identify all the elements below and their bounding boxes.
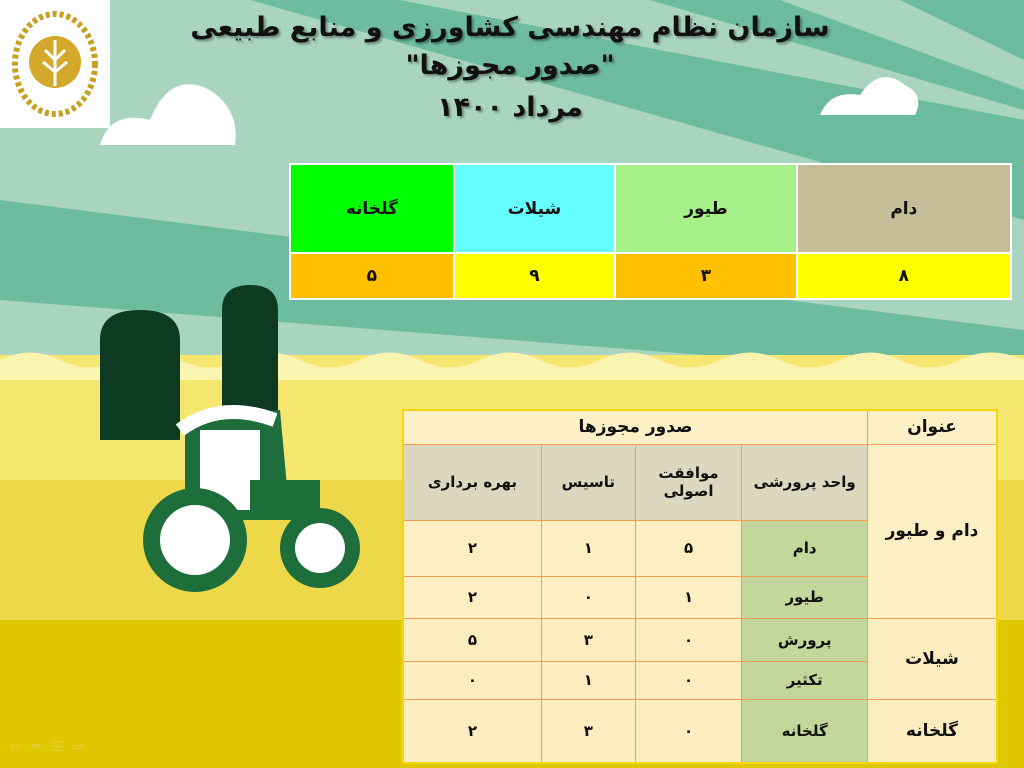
group-greenhouse: گلخانه (866, 698, 998, 764)
establish-cell: ۳ (540, 698, 636, 764)
cloud (100, 84, 236, 145)
pen-icon[interactable]: ✏ (30, 740, 42, 755)
title-date: مرداد ۱۴۰۰ (437, 92, 583, 123)
operation-cell: ۲ (402, 575, 542, 619)
col-approval: موافقت اصولی (634, 443, 743, 521)
silos (100, 285, 278, 440)
unit-cell: گلخانه (741, 698, 868, 764)
group-fisheries: شیلات (866, 617, 998, 700)
approval-cell: ۱ (634, 575, 743, 619)
unit-cell: پرورش (741, 617, 868, 662)
approval-cell: ۵ (634, 519, 743, 577)
permits-group-header: صدور مجوزها (402, 409, 868, 445)
establish-cell: ۱ (540, 519, 636, 577)
col-unit: واحد پرورشی (741, 443, 868, 521)
summary-value-poultry: ۳ (614, 252, 798, 300)
approval-cell: ۰ (634, 698, 743, 764)
operation-cell: ۰ (402, 660, 542, 700)
summary-value-greenhouse: ۵ (289, 252, 455, 300)
approval-cell: ۰ (634, 660, 743, 700)
group-livestock-poultry: دام و طیور (866, 443, 998, 619)
arrow-right-icon[interactable]: ⇨ (73, 740, 85, 755)
tractor (143, 405, 360, 592)
table-row: دام ۵ ۱ ۲ (402, 519, 997, 577)
slideshow-nav: ⇦ ✏ ☰ ⇨ (10, 740, 84, 755)
operation-cell: ۲ (402, 698, 542, 764)
summary-header-fisheries: شیلات (452, 163, 617, 254)
table-row: طیور ۱ ۰ ۲ (402, 575, 997, 619)
establish-cell: ۳ (540, 617, 636, 662)
menu-icon[interactable]: ☰ (51, 740, 64, 755)
establish-cell: ۱ (540, 660, 636, 700)
unit-cell: تکثیر (741, 660, 868, 700)
title-column-header: عنوان (866, 409, 998, 445)
arrow-left-icon[interactable]: ⇦ (10, 740, 21, 755)
operation-cell: ۲ (402, 519, 542, 577)
permits-table: عنوان صدور مجوزها دام و طیور واحد پرورشی… (402, 409, 998, 764)
table-row: شیلات پرورش ۰ ۳ ۵ (402, 617, 998, 700)
unit-cell: دام (741, 519, 868, 577)
organization-logo (0, 0, 110, 128)
col-establish: تاسیس (540, 443, 636, 521)
summary-value-livestock: ۸ (795, 252, 1013, 300)
cloud (820, 77, 919, 115)
col-operation: بهره برداری (402, 443, 542, 521)
table-row: گلخانه گلخانه ۰ ۳ ۲ (402, 698, 998, 764)
unit-cell: طیور (741, 575, 868, 619)
summary-header-greenhouse: گلخانه (289, 163, 455, 254)
summary-value-fisheries: ۹ (452, 252, 617, 300)
summary-header-poultry: طیور (614, 163, 798, 254)
approval-cell: ۰ (634, 617, 743, 662)
title-organization: سازمان نظام مهندسی کشاورزی و منابع طبیعی (190, 12, 830, 43)
summary-header-livestock: دام (795, 163, 1013, 254)
establish-cell: ۰ (540, 575, 636, 619)
operation-cell: ۵ (402, 617, 542, 662)
title-subject: "صدور مجوزها" (405, 50, 615, 81)
summary-table: دام طیور شیلات گلخانه ۸ ۳ ۹ ۵ (289, 163, 1013, 300)
table-row: تکثیر ۰ ۱ ۰ (402, 660, 997, 700)
